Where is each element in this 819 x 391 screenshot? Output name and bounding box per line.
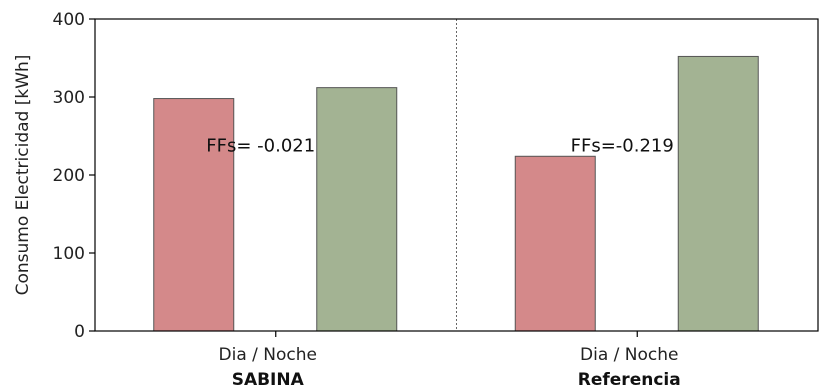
ffs-annotation: FFs= -0.021 xyxy=(206,135,315,156)
y-tick-label: 0 xyxy=(74,322,85,342)
y-tick-label: 300 xyxy=(53,88,85,108)
x-category-label: Dia / Noche xyxy=(580,345,678,365)
x-group-label: Referencia xyxy=(578,370,681,390)
y-axis-label: Consumo Electricidad [kWh] xyxy=(13,55,33,296)
y-tick-label: 400 xyxy=(53,10,85,30)
ffs-annotation: FFs=-0.219 xyxy=(571,135,674,156)
y-tick-label: 200 xyxy=(53,166,85,186)
bar-sabina-dia xyxy=(153,98,235,332)
bars-layer xyxy=(153,55,759,332)
bar-sabina-noche xyxy=(316,87,398,332)
x-axis: Dia / Noche SABINA Dia / Noche Referencia xyxy=(219,331,681,390)
bar-referencia-noche xyxy=(677,55,759,332)
annotations-layer: FFs= -0.021 FFs=-0.219 xyxy=(206,135,674,156)
x-group-label: SABINA xyxy=(232,370,305,390)
y-axis: 0 100 200 300 400 xyxy=(53,10,95,342)
x-category-label: Dia / Noche xyxy=(219,345,317,365)
y-tick-label: 100 xyxy=(53,244,85,264)
bar-referencia-dia xyxy=(514,155,596,332)
